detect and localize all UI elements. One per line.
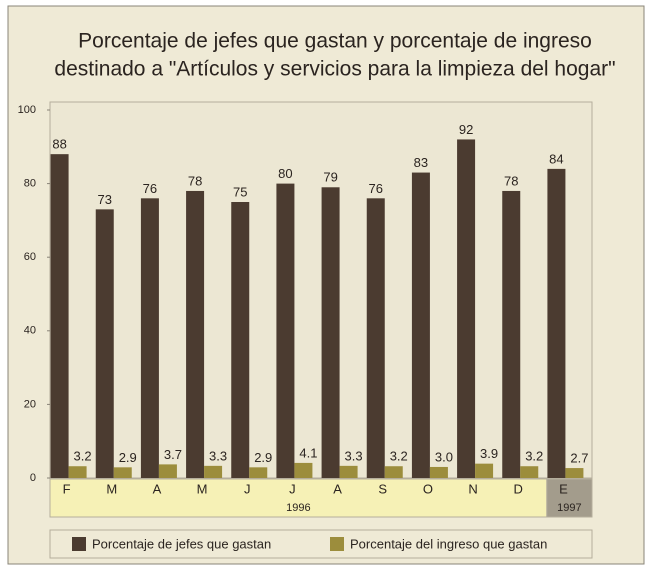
legend-label: Porcentaje de jefes que gastan (92, 536, 271, 551)
bar (95, 209, 114, 479)
bar (457, 139, 476, 478)
data-label: 3.3 (345, 448, 363, 463)
bar (321, 187, 340, 478)
data-label: 75 (233, 184, 247, 199)
bar (249, 467, 268, 478)
data-label: 3.9 (480, 446, 498, 461)
bar (547, 168, 566, 478)
data-label: 83 (414, 155, 428, 170)
data-label: 76 (143, 181, 157, 196)
data-label: 3.2 (525, 449, 543, 464)
bar (186, 190, 205, 478)
bar (429, 466, 448, 478)
bar (276, 183, 295, 478)
x-tick-label: A (153, 481, 162, 496)
x-tick-label: J (244, 481, 251, 496)
x-tick-label: N (468, 481, 477, 496)
data-label: 78 (188, 173, 202, 188)
bar (411, 172, 430, 478)
bar (294, 462, 313, 478)
bar (384, 466, 403, 478)
y-tick-label: 0 (30, 472, 36, 484)
data-label: 2.9 (254, 450, 272, 465)
y-tick-label: 100 (18, 104, 36, 116)
data-label: 73 (98, 192, 112, 207)
data-label: 79 (323, 170, 337, 185)
x-tick-label: O (423, 481, 433, 496)
y-tick-label: 80 (24, 178, 36, 190)
x-tick-label: D (514, 481, 523, 496)
bar (475, 463, 494, 478)
bar (50, 154, 69, 478)
bar (502, 190, 521, 478)
bar (339, 465, 358, 478)
bar (565, 468, 584, 478)
data-label: 80 (278, 166, 292, 181)
y-tick-label: 60 (24, 251, 36, 263)
data-label: 2.7 (570, 451, 588, 466)
x-tick-label: M (106, 481, 117, 496)
bar (68, 466, 87, 478)
bar (140, 198, 159, 478)
legend-label: Porcentaje del ingreso que gastan (350, 536, 547, 551)
data-label: 76 (369, 181, 383, 196)
x-tick-label: F (63, 481, 71, 496)
plot-area (49, 101, 593, 479)
data-label: 2.9 (119, 450, 137, 465)
data-label: 3.0 (435, 449, 453, 464)
x-tick-label: E (559, 481, 568, 496)
legend-box (49, 529, 593, 559)
x-group-label: 1996 (286, 502, 310, 514)
y-tick-label: 40 (24, 325, 36, 337)
x-tick-label: M (197, 481, 208, 496)
category-strip (546, 478, 593, 518)
x-tick-label: S (378, 481, 387, 496)
y-tick-label: 20 (24, 398, 36, 410)
data-label: 84 (549, 151, 563, 166)
data-label: 3.3 (209, 448, 227, 463)
bar (366, 198, 385, 478)
bar (520, 466, 539, 478)
chart-title: destinado a "Artículos y servicios para … (54, 58, 615, 81)
data-label: 3.7 (164, 447, 182, 462)
bar (158, 464, 177, 478)
x-group-label: 1997 (557, 502, 581, 514)
data-label: 3.2 (390, 449, 408, 464)
x-tick-label: A (333, 481, 342, 496)
chart-title: Porcentaje de jefes que gastan y porcent… (78, 30, 592, 53)
data-label: 92 (459, 122, 473, 137)
bar (204, 465, 223, 478)
legend-swatch (72, 537, 86, 551)
data-label: 4.1 (299, 445, 317, 460)
data-label: 3.2 (74, 449, 92, 464)
data-label: 78 (504, 173, 518, 188)
bar (113, 467, 132, 478)
data-label: 88 (52, 137, 66, 152)
legend-swatch (330, 537, 344, 551)
bar (231, 202, 250, 478)
x-tick-label: J (289, 481, 296, 496)
